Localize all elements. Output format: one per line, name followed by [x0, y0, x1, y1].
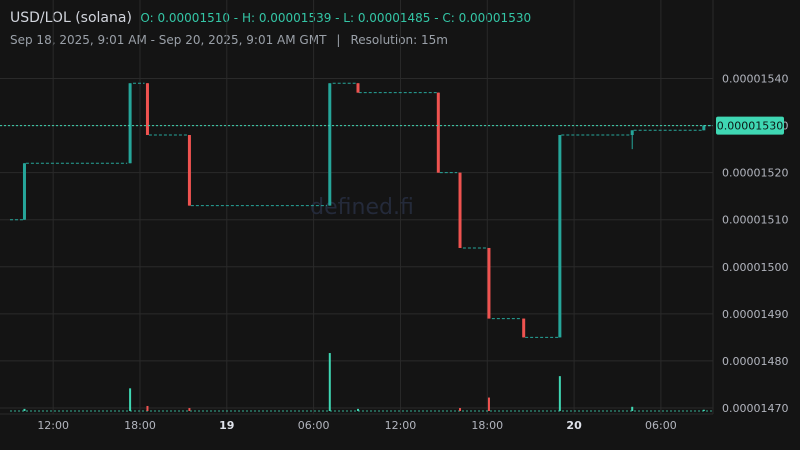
price-tick-label: 0.00001480 [722, 355, 788, 368]
time-tick-label: 06:00 [645, 419, 677, 432]
chart-header-subtitle: Sep 18, 2025, 9:01 AM - Sep 20, 2025, 9:… [10, 33, 448, 47]
resolution-label: Resolution: 15m [350, 33, 448, 47]
price-axis: 0.000015400.000015300.000015200.00001510… [722, 73, 788, 415]
last-price-tag-bg [716, 116, 784, 135]
candle-body-3 [187, 135, 191, 206]
volume-bar-10 [702, 409, 705, 411]
time-range: Sep 18, 2025, 9:01 AM - Sep 20, 2025, 9:… [10, 33, 327, 47]
time-tick-label: 20 [566, 419, 582, 432]
last-price-tag: 0.00001530 [716, 116, 784, 135]
time-tick-label: 18:00 [471, 419, 503, 432]
chart-header-title: USD/LOL (solana) O: 0.00001510 - H: 0.00… [10, 10, 531, 26]
grid-lines [0, 0, 713, 414]
candles [22, 83, 706, 338]
time-tick-label: 18:00 [124, 419, 156, 432]
time-tick-label: 19 [219, 419, 234, 432]
volume-bar-1 [129, 388, 132, 411]
price-step-lines [10, 82, 713, 338]
volume-bar-2 [146, 405, 149, 411]
volume-bar-0 [23, 408, 26, 411]
price-tick-label: 0.00001540 [722, 73, 788, 86]
volume-bars [10, 353, 713, 412]
watermark: defined.fi [310, 195, 414, 220]
volume-bar-6 [459, 408, 462, 411]
candle-body-8 [487, 247, 491, 319]
ohlc-values: O: 0.00001510 - H: 0.00001539 - L: 0.000… [140, 11, 532, 25]
time-axis: 12:00 18:00 19 06:00 12:00 18:00 20 06:00 [37, 419, 676, 432]
price-tick-label: 0.00001510 [722, 214, 788, 227]
price-tick-label: 0.00001470 [722, 402, 788, 415]
candle-body-6 [436, 92, 440, 173]
last-price-tag-label: 0.00001530 [717, 120, 783, 133]
candle-body-0 [22, 163, 26, 220]
symbol-name: USD/LOL (solana) [10, 10, 132, 26]
candle-body-2 [145, 83, 149, 136]
candle-body-9 [522, 318, 526, 338]
price-tick-label: 0.00001520 [722, 167, 788, 180]
volume-bar-4 [328, 353, 331, 411]
time-tick-label: 12:00 [385, 419, 417, 432]
volume-bar-7 [487, 397, 490, 411]
candle-body-5 [356, 83, 360, 93]
candle-body-11 [630, 130, 634, 136]
time-tick-label: 12:00 [37, 419, 69, 432]
header-separator: | [336, 33, 341, 47]
candle-body-12 [702, 125, 706, 131]
volume-bar-8 [558, 376, 561, 411]
candle-body-1 [128, 83, 132, 164]
time-tick-label: 06:00 [298, 419, 330, 432]
candle-body-7 [458, 172, 462, 248]
candle-body-4 [328, 83, 332, 206]
price-tick-label: 0.00001500 [722, 261, 788, 274]
volume-bar-5 [357, 408, 360, 411]
candle-body-10 [558, 135, 562, 338]
price-tick-label: 0.00001490 [722, 308, 788, 321]
volume-bar-3 [188, 408, 191, 411]
volume-bar-9 [631, 406, 634, 411]
